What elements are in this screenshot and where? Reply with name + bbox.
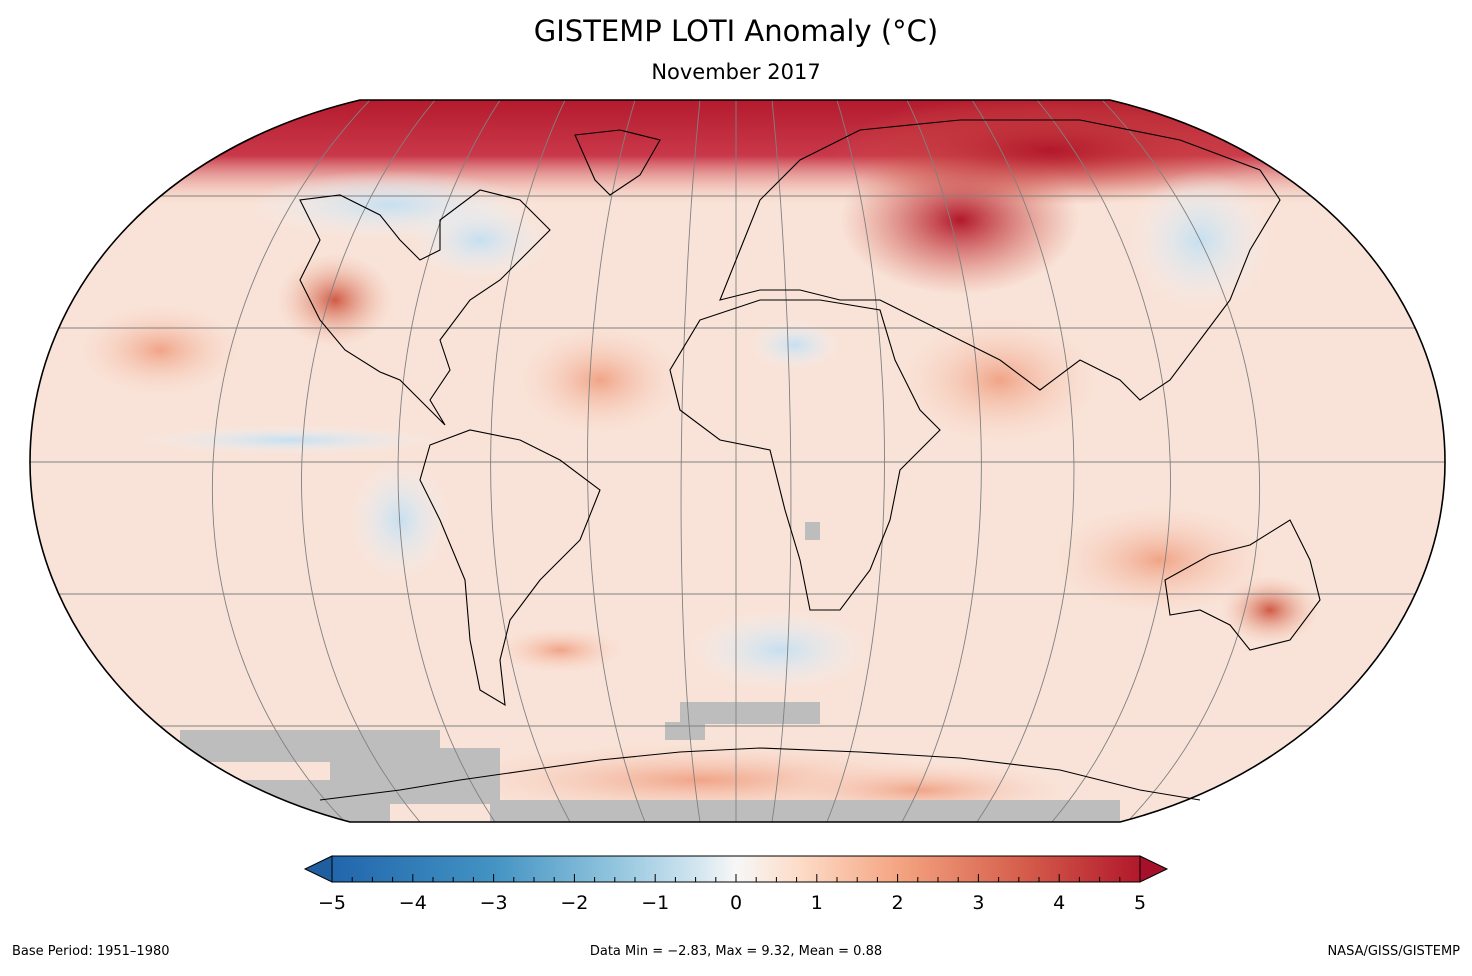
data-stats-label: Data Min = −2.83, Max = 9.32, Mean = 0.8…: [589, 944, 883, 959]
map-subtitle: November 2017: [651, 60, 821, 84]
colorbar-tick-label: −3: [480, 892, 508, 914]
world-anomaly-map: [29, 99, 1446, 823]
map-border: [29, 99, 1446, 823]
colorbar-tick-label: −1: [641, 892, 669, 914]
north-america-outline: [299, 189, 551, 426]
colorbar-low-arrow: [303, 855, 333, 883]
colorbar-tick-labels: −5 −4 −3 −2 −1 0 1 2 3 4 5: [318, 892, 1146, 914]
australia-outline: [1164, 519, 1321, 651]
colorbar-tick-label: 0: [730, 892, 742, 914]
colorbar-tick-label: 5: [1134, 892, 1146, 914]
coastlines: [299, 119, 1321, 801]
colorbar-tick-label: −2: [560, 892, 588, 914]
map-title: GISTEMP LOTI Anomaly (°C): [533, 14, 939, 48]
greenland-outline: [574, 129, 661, 196]
graticule: [30, 100, 1445, 822]
south-america-outline: [419, 429, 601, 707]
europe-asia-outline: [719, 119, 1281, 401]
western-us-warm-region: [275, 252, 395, 348]
colorbar-tick-label: 1: [811, 892, 823, 914]
credit-label: NASA/GISS/GISTEMP: [1327, 944, 1460, 959]
colorbar: −5 −4 −3 −2 −1 0 1 2 3 4 5: [303, 855, 1169, 914]
colorbar-high-arrow: [1139, 855, 1169, 883]
colorbar-tick-label: −4: [399, 892, 427, 914]
antarctica-outline: [319, 747, 1201, 801]
africa-outline: [669, 299, 941, 611]
base-period-label: Base Period: 1951–1980: [12, 944, 170, 959]
colorbar-tick-label: −5: [318, 892, 346, 914]
colorbar-ticks: [331, 874, 1141, 882]
colorbar-tick-label: 3: [972, 892, 984, 914]
colorbar-tick-label: 2: [892, 892, 904, 914]
colorbar-tick-label: 4: [1053, 892, 1065, 914]
